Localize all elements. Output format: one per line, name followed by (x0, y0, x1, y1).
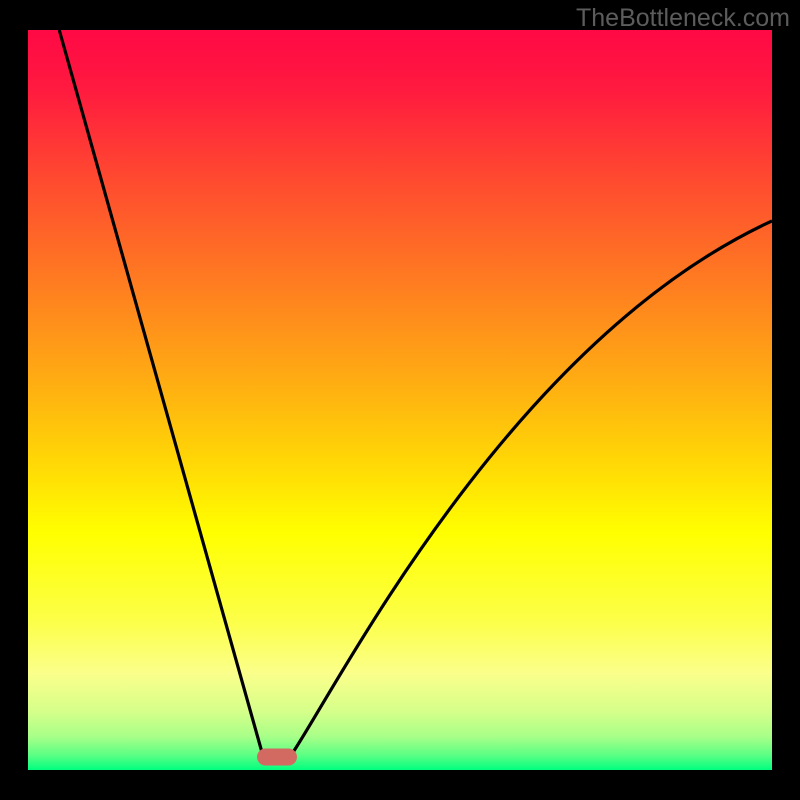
watermark-text: TheBottleneck.com (576, 4, 790, 33)
gradient-background (28, 30, 772, 770)
chart-canvas: TheBottleneck.com (0, 0, 800, 800)
curve-layer (28, 30, 772, 770)
plot-area (28, 30, 772, 770)
minimum-marker (257, 748, 297, 765)
